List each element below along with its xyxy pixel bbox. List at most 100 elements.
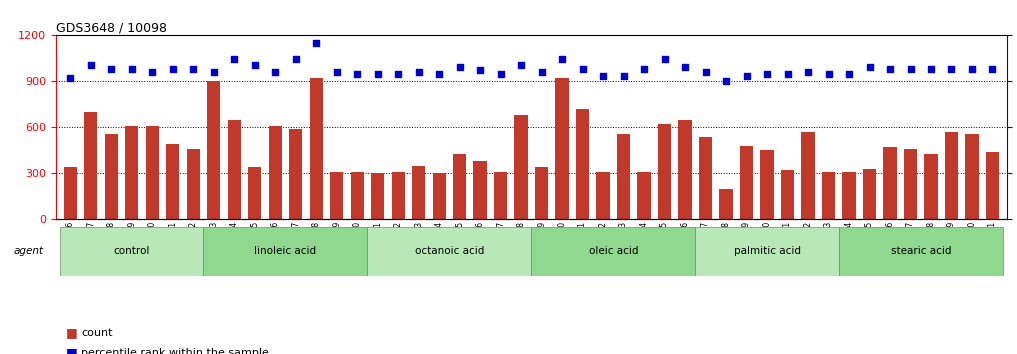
Bar <box>801 132 815 219</box>
Bar <box>555 78 569 219</box>
Bar <box>617 133 631 219</box>
Bar <box>392 172 405 219</box>
Text: ■: ■ <box>66 346 78 354</box>
Text: count: count <box>81 328 113 338</box>
Text: ■: ■ <box>66 326 78 339</box>
Point <box>821 71 837 77</box>
Bar <box>576 109 589 219</box>
Text: oleic acid: oleic acid <box>589 246 638 256</box>
Point <box>369 71 385 77</box>
Point <box>391 71 407 77</box>
Point <box>534 69 550 75</box>
Bar <box>862 169 877 219</box>
Bar <box>331 172 344 219</box>
FancyBboxPatch shape <box>696 227 839 276</box>
Point <box>246 62 262 68</box>
Point <box>677 64 694 69</box>
FancyBboxPatch shape <box>60 227 203 276</box>
Bar <box>166 144 179 219</box>
Point <box>922 66 939 72</box>
Point <box>103 66 119 72</box>
Point <box>964 66 980 72</box>
Bar <box>474 161 487 219</box>
Point <box>698 69 714 75</box>
Point <box>267 69 284 75</box>
FancyBboxPatch shape <box>532 227 696 276</box>
Bar <box>924 154 938 219</box>
Point <box>984 66 1001 72</box>
Point <box>62 75 78 81</box>
Text: GDS3648 / 10098: GDS3648 / 10098 <box>56 21 167 34</box>
Point <box>902 66 918 72</box>
Point <box>288 57 304 62</box>
Point <box>144 69 161 75</box>
Bar <box>719 189 732 219</box>
Text: linoleic acid: linoleic acid <box>254 246 316 256</box>
Bar <box>638 172 651 219</box>
Point <box>861 64 878 69</box>
Text: percentile rank within the sample: percentile rank within the sample <box>81 348 270 354</box>
Bar <box>884 147 897 219</box>
Bar <box>699 137 712 219</box>
Text: palmitic acid: palmitic acid <box>733 246 800 256</box>
Bar <box>781 170 794 219</box>
Bar <box>822 172 835 219</box>
Bar <box>228 120 241 219</box>
Bar <box>740 146 754 219</box>
Point <box>636 66 652 72</box>
Point <box>205 69 222 75</box>
Bar <box>309 78 322 219</box>
Bar <box>945 132 958 219</box>
Bar <box>904 149 917 219</box>
Bar <box>268 126 282 219</box>
Bar <box>761 150 774 219</box>
Point <box>779 71 795 77</box>
Bar <box>535 167 548 219</box>
Point <box>882 66 898 72</box>
Point <box>431 71 447 77</box>
Bar <box>432 173 445 219</box>
Bar <box>289 129 302 219</box>
Point <box>165 66 181 72</box>
Point <box>738 73 755 79</box>
Bar <box>658 124 671 219</box>
Text: octanoic acid: octanoic acid <box>415 246 484 256</box>
Point <box>718 79 734 84</box>
Bar <box>125 126 138 219</box>
Bar <box>842 172 855 219</box>
Bar <box>145 126 159 219</box>
Point <box>349 71 365 77</box>
Point <box>595 73 611 79</box>
Text: control: control <box>114 246 149 256</box>
Bar <box>371 173 384 219</box>
Bar <box>84 112 98 219</box>
Point <box>615 73 632 79</box>
Point <box>841 71 857 77</box>
Point <box>575 66 591 72</box>
Bar <box>64 167 77 219</box>
FancyBboxPatch shape <box>367 227 532 276</box>
Bar <box>105 133 118 219</box>
Point <box>82 62 99 68</box>
Text: stearic acid: stearic acid <box>891 246 951 256</box>
Point <box>944 66 960 72</box>
Bar <box>596 172 610 219</box>
Bar <box>207 81 221 219</box>
Bar <box>453 154 467 219</box>
Bar <box>351 172 364 219</box>
Bar <box>515 115 528 219</box>
Point <box>226 57 242 62</box>
Point <box>185 66 201 72</box>
Point <box>472 68 488 73</box>
Point <box>328 69 345 75</box>
Point <box>800 69 817 75</box>
Point <box>492 71 508 77</box>
Bar <box>965 133 978 219</box>
FancyBboxPatch shape <box>203 227 367 276</box>
Point <box>759 71 775 77</box>
Bar <box>678 120 692 219</box>
Point <box>124 66 140 72</box>
Point <box>656 57 672 62</box>
Bar <box>248 167 261 219</box>
Point <box>554 57 571 62</box>
